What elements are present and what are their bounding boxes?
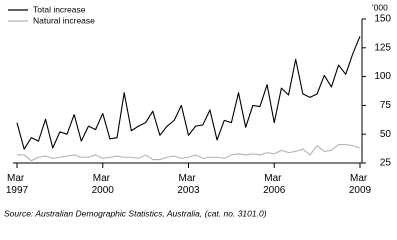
x-tick-label: Mar 2000 [92, 173, 115, 196]
y-tick-label: 25 [380, 158, 392, 169]
data-line [16, 36, 361, 150]
y-tick-label: 75 [380, 100, 392, 111]
data-line [17, 144, 361, 162]
y-tick-label: 125 [374, 42, 391, 53]
x-tick-label: Mar 1997 [6, 173, 29, 196]
source-note: Source: Australian Demographic Statistic… [4, 208, 267, 218]
legend-label: Total increase [33, 4, 86, 14]
y-tick-label: 150 [374, 14, 391, 25]
y-axis-unit: '000 [372, 2, 388, 12]
legend-label: Natural increase [33, 15, 95, 25]
x-tick-label: Mar 2003 [177, 173, 200, 196]
chart: '000 Source: Australian Demographic Stat… [4, 2, 392, 218]
y-tick-label: 100 [374, 71, 391, 82]
x-tick-label: Mar 2006 [263, 173, 286, 196]
y-tick-label: 50 [380, 129, 392, 140]
x-tick-label: Mar 2009 [349, 173, 372, 196]
